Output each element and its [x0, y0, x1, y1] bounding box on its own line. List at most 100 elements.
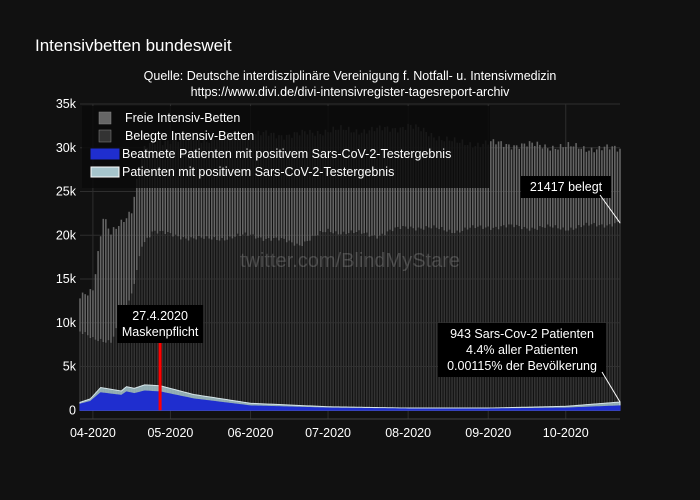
occupied-beds-bar [430, 228, 433, 411]
free-beds-bar [200, 142, 203, 238]
occupied-beds-bar [316, 235, 319, 411]
free-beds-bar [497, 141, 500, 230]
occupied-beds-bar [384, 235, 386, 411]
legend-swatch [90, 166, 120, 178]
occupied-beds-bar [552, 227, 554, 411]
free-beds-bar [169, 143, 172, 234]
occupied-beds-bar [347, 233, 350, 411]
occupied-beds-bar [327, 228, 329, 411]
occupied-beds-bar [280, 238, 283, 411]
occupied-beds-bar [110, 342, 112, 411]
y-tick-label: 20k [56, 228, 77, 242]
occupied-beds-bar [239, 236, 241, 411]
free-beds-bar [130, 213, 133, 294]
occupied-beds-bar [107, 340, 110, 411]
y-tick-label: 15k [56, 272, 77, 286]
occupied-beds-bar [84, 332, 86, 411]
free-beds-bar [210, 137, 213, 240]
free-beds-bar [102, 218, 105, 343]
free-beds-bar [492, 139, 495, 228]
free-beds-bar [123, 221, 125, 310]
occupied-beds-bar [433, 225, 435, 411]
free-beds-bar [291, 137, 293, 243]
free-beds-bar [125, 218, 128, 308]
mask-mandate-annotation: 27.4.2020 Maskenpflicht [117, 305, 204, 343]
free-beds-bar [86, 295, 89, 336]
free-beds-bar [177, 141, 179, 237]
occupied-beds-bar [531, 227, 533, 411]
free-beds-bar [81, 292, 84, 335]
legend[interactable]: Freie Intensiv-Betten Belegte Intensiv-Be… [82, 106, 490, 188]
annotation-background [438, 323, 606, 377]
free-beds-bar [94, 274, 97, 340]
occupied-beds-bar [229, 236, 231, 411]
free-beds-bar [99, 236, 102, 339]
annotation-text: 943 Sars-Cov-2 Patienten [450, 327, 594, 341]
occupied-beds-bar [345, 234, 347, 411]
occupied-beds-bar [616, 221, 619, 411]
occupied-beds-bar [523, 226, 526, 411]
free-beds-bar [285, 134, 288, 243]
occupied-beds-bar [564, 230, 567, 411]
occupied-beds-bar [112, 336, 115, 411]
free-beds-bar [611, 146, 614, 227]
y-tick-label: 30k [56, 141, 77, 155]
occupied-beds-bar [89, 338, 92, 411]
occupied-beds-bar [314, 235, 316, 411]
occupied-beds-bar [580, 227, 583, 411]
x-tick-label: 06-2020 [228, 426, 274, 440]
legend-item[interactable]: Freie Intensiv-Betten [98, 111, 240, 125]
occupied-beds-bar [482, 228, 484, 411]
occupied-beds-bar [81, 334, 84, 411]
annotations: 27.4.2020 Maskenpflicht 21417 belegt 943 Sa… [117, 176, 621, 403]
annotation-background [117, 305, 204, 343]
occupied-beds-bar [402, 226, 404, 411]
occupied-beds-bar [544, 227, 546, 411]
occupied-beds-bar [575, 228, 577, 411]
free-beds-bar [293, 132, 296, 246]
free-beds-bar [117, 226, 120, 325]
legend-swatch [90, 148, 120, 160]
x-tick-label: 09-2020 [465, 426, 511, 440]
occupied-beds-bar [448, 229, 451, 411]
free-beds-bar [128, 211, 130, 301]
occupied-beds-bar [577, 225, 580, 411]
occupied-beds-bar [438, 229, 440, 411]
occupied-beds-bar [92, 337, 94, 411]
legend-item[interactable]: Patienten mit positivem Sars-CoV-2-Teste… [90, 165, 394, 179]
annotation-text: 21417 belegt [530, 180, 603, 194]
legend-item[interactable]: Belegte Intensiv-Betten [98, 129, 254, 143]
occupied-beds-bar [435, 227, 438, 411]
occupied-beds-bar [415, 230, 417, 411]
occupied-beds-bar [275, 237, 278, 411]
occupied-beds-bar [210, 239, 213, 411]
free-beds-bar [84, 294, 86, 333]
legend-label: Freie Intensiv-Betten [125, 111, 240, 125]
occupied-beds-bar [355, 231, 358, 411]
occupied-beds-bar [353, 233, 355, 411]
occupied-beds-bar [79, 331, 81, 411]
patient-areas [79, 384, 621, 411]
free-beds-bar [495, 144, 497, 227]
free-beds-bar [208, 142, 210, 239]
free-beds-bar [614, 145, 616, 224]
free-beds-bar [283, 139, 285, 239]
y-axis: 0 5k 10k 15k 20k 25k 30k 35k [56, 97, 77, 417]
ventilated-patients-area [79, 390, 621, 411]
occupied-beds-bar [97, 341, 99, 411]
occupied-beds-bar [386, 231, 389, 411]
occupied-beds-bar [443, 230, 446, 411]
occupied-beds-bar [293, 245, 296, 411]
occupied-beds-bar [526, 228, 528, 411]
legend-item[interactable]: Beatmete Patienten mit positivem Sars-Co… [90, 147, 451, 161]
occupied-beds-bar [306, 241, 309, 411]
occupied-beds-bar [360, 233, 363, 411]
occupied-beds-bar [125, 307, 128, 411]
occupied-beds-bar [205, 236, 208, 411]
free-beds-bar [616, 151, 619, 222]
occupied-beds-bar [606, 225, 608, 411]
occupied-beds-bar [221, 238, 223, 411]
free-beds-bar [133, 196, 136, 284]
annotation-background [521, 176, 611, 198]
